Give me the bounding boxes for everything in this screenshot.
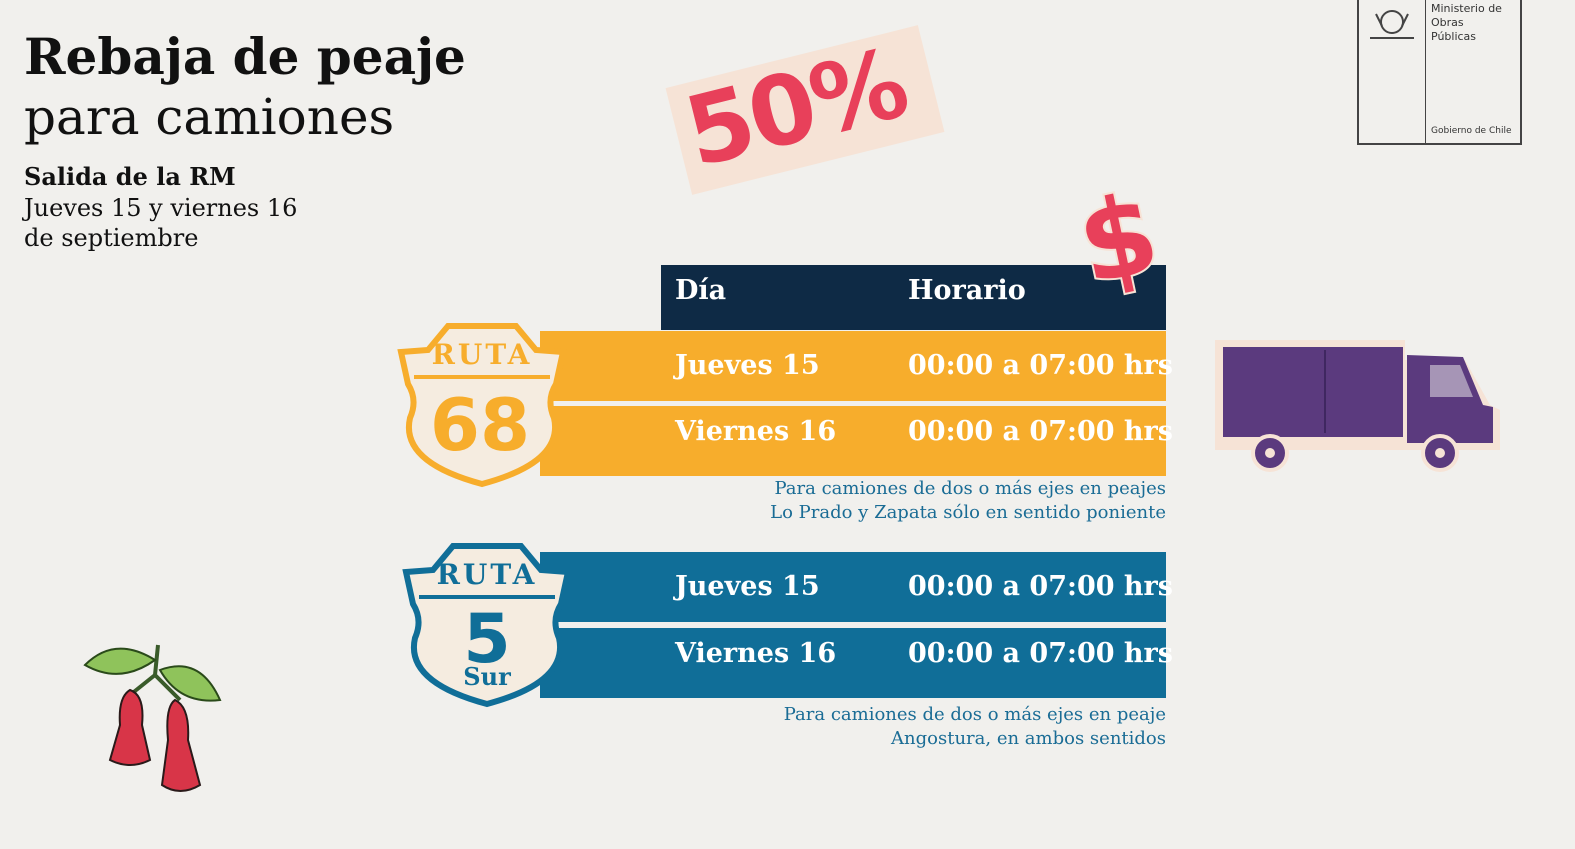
row-band bbox=[540, 628, 1166, 698]
shield-top: RUTA bbox=[437, 558, 538, 591]
day: Jueves 15 bbox=[675, 571, 820, 602]
schedule: 00:00 a 07:00 hrs bbox=[908, 416, 1173, 447]
column-header: Día bbox=[675, 275, 727, 306]
shield-top: RUTA bbox=[432, 338, 533, 371]
ministry-line: Públicas bbox=[1431, 30, 1477, 43]
schedule: 00:00 a 07:00 hrs bbox=[908, 571, 1173, 602]
dates-line: Jueves 15 y viernes 16 bbox=[24, 194, 298, 222]
discount: 50% bbox=[674, 26, 917, 190]
title-line: para camiones bbox=[24, 88, 395, 146]
schedule: 00:00 a 07:00 hrs bbox=[908, 350, 1173, 381]
day: Viernes 16 bbox=[675, 416, 837, 447]
shield-bottom: Sur bbox=[463, 662, 511, 691]
schedule: 00:00 a 07:00 hrs bbox=[908, 638, 1173, 669]
government: Gobierno de Chile bbox=[1431, 126, 1512, 136]
subtitle: Salida de la RM bbox=[24, 162, 236, 191]
shield-number: 68 bbox=[430, 383, 530, 467]
ministry-line: Ministerio de bbox=[1431, 2, 1502, 15]
truck-icon bbox=[1215, 340, 1500, 472]
note-line: Angostura, en ambos sentidos bbox=[891, 728, 1166, 749]
title-line: Rebaja de peaje bbox=[24, 27, 466, 86]
coat-of-arms bbox=[1370, 10, 1414, 39]
note-line: Lo Prado y Zapata sólo en sentido ponien… bbox=[770, 502, 1166, 523]
route-shield: RUTA 5 Sur bbox=[402, 543, 572, 708]
shield-number: 5 bbox=[463, 600, 510, 679]
row-band bbox=[540, 406, 1166, 476]
logo-box bbox=[1357, 0, 1522, 145]
row-band bbox=[540, 331, 1166, 401]
note-line: Para camiones de dos o más ejes en peaje… bbox=[774, 478, 1167, 499]
header-band bbox=[661, 265, 1166, 330]
dates-line: de septiembre bbox=[24, 224, 199, 252]
day: Viernes 16 bbox=[675, 638, 837, 669]
flower-icon bbox=[83, 644, 222, 792]
logo-divider bbox=[1425, 0, 1426, 143]
row-band bbox=[540, 552, 1166, 622]
column-header: Horario bbox=[908, 275, 1026, 306]
ministry-line: Obras bbox=[1431, 16, 1464, 29]
note-line: Para camiones de dos o más ejes en peaje bbox=[783, 704, 1166, 725]
route-shield: RUTA 68 bbox=[397, 323, 567, 488]
day: Jueves 15 bbox=[675, 350, 820, 381]
